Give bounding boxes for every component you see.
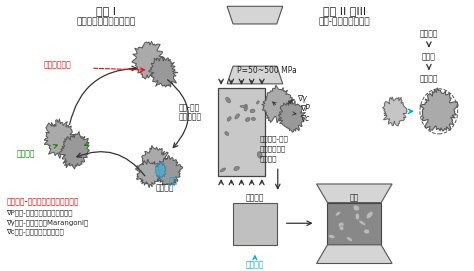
Bar bbox=[218, 88, 265, 176]
Ellipse shape bbox=[346, 237, 353, 241]
Text: 通过机械-化学: 通过机械-化学 bbox=[260, 136, 289, 142]
Ellipse shape bbox=[353, 205, 359, 211]
Text: ∇P: ∇P bbox=[300, 104, 310, 113]
Text: ∇γ: ∇γ bbox=[297, 94, 306, 103]
Ellipse shape bbox=[338, 222, 344, 228]
Ellipse shape bbox=[251, 117, 255, 121]
Text: P=50~500 MPa: P=50~500 MPa bbox=[237, 66, 296, 75]
Ellipse shape bbox=[359, 220, 365, 225]
Polygon shape bbox=[59, 131, 90, 169]
Text: 过饱和: 过饱和 bbox=[422, 52, 436, 61]
Polygon shape bbox=[317, 245, 392, 263]
Text: 通过机械-化学作用提高液相流动性: 通过机械-化学作用提高液相流动性 bbox=[6, 197, 79, 206]
Ellipse shape bbox=[227, 117, 231, 121]
Bar bbox=[233, 203, 277, 245]
Bar bbox=[328, 203, 381, 245]
Text: 颗粒相互接触: 颗粒相互接触 bbox=[43, 61, 71, 70]
Polygon shape bbox=[44, 119, 76, 158]
Ellipse shape bbox=[339, 226, 344, 230]
Text: ∇c为固-液界面处的梯度扩散: ∇c为固-液界面处的梯度扩散 bbox=[6, 229, 64, 235]
Text: 晶体生长: 晶体生长 bbox=[419, 75, 438, 83]
Ellipse shape bbox=[336, 211, 341, 216]
Polygon shape bbox=[155, 156, 183, 185]
Text: ∇γ为液-液界面处的Marangoni流: ∇γ为液-液界面处的Marangoni流 bbox=[6, 219, 89, 225]
Ellipse shape bbox=[244, 106, 247, 111]
Text: 水分蒸发: 水分蒸发 bbox=[419, 29, 438, 38]
Ellipse shape bbox=[225, 132, 229, 136]
Text: 阶段 II 和III: 阶段 II 和III bbox=[323, 6, 366, 16]
Text: 晶界区域: 晶界区域 bbox=[246, 260, 264, 269]
Polygon shape bbox=[155, 162, 166, 178]
Text: 阶段 I: 阶段 I bbox=[96, 6, 116, 16]
Ellipse shape bbox=[256, 101, 259, 104]
Text: 机械-化学: 机械-化学 bbox=[178, 103, 200, 112]
Polygon shape bbox=[420, 88, 458, 131]
Text: 结晶: 结晶 bbox=[350, 193, 359, 202]
Text: ∇c: ∇c bbox=[300, 114, 309, 123]
Text: 颗粒滑动: 颗粒滑动 bbox=[16, 149, 35, 158]
Text: ∇P为固-固界面处的液体增强蠕变: ∇P为固-固界面处的液体增强蠕变 bbox=[6, 209, 73, 216]
Ellipse shape bbox=[328, 235, 335, 238]
Ellipse shape bbox=[240, 105, 246, 108]
Ellipse shape bbox=[355, 213, 359, 220]
Ellipse shape bbox=[257, 152, 262, 158]
Ellipse shape bbox=[226, 97, 230, 103]
Polygon shape bbox=[383, 97, 407, 126]
Ellipse shape bbox=[246, 117, 250, 121]
Text: 溶解-沉淀和晶粒生长: 溶解-沉淀和晶粒生长 bbox=[319, 18, 370, 27]
Text: 耦合效应增强: 耦合效应增强 bbox=[260, 145, 286, 152]
Text: 液相的引入和颗粒的重排: 液相的引入和颗粒的重排 bbox=[76, 18, 136, 27]
Polygon shape bbox=[140, 146, 172, 181]
Polygon shape bbox=[132, 41, 165, 79]
Ellipse shape bbox=[364, 229, 370, 234]
Polygon shape bbox=[278, 99, 306, 133]
Polygon shape bbox=[227, 66, 283, 84]
Polygon shape bbox=[262, 85, 295, 123]
Text: 提高溶解性: 提高溶解性 bbox=[178, 113, 201, 122]
Ellipse shape bbox=[235, 114, 239, 119]
Ellipse shape bbox=[366, 211, 373, 219]
Ellipse shape bbox=[250, 109, 255, 113]
Polygon shape bbox=[227, 6, 283, 24]
Ellipse shape bbox=[234, 166, 239, 170]
Text: 形成凝胶: 形成凝胶 bbox=[246, 193, 264, 202]
Text: 水膜: 水膜 bbox=[168, 176, 178, 186]
Text: 物质传输: 物质传输 bbox=[260, 155, 277, 162]
Ellipse shape bbox=[244, 104, 247, 108]
Polygon shape bbox=[135, 159, 161, 188]
Polygon shape bbox=[317, 184, 392, 203]
Polygon shape bbox=[149, 57, 178, 87]
Ellipse shape bbox=[220, 168, 226, 172]
Text: 颗粒压实: 颗粒压实 bbox=[155, 183, 174, 192]
